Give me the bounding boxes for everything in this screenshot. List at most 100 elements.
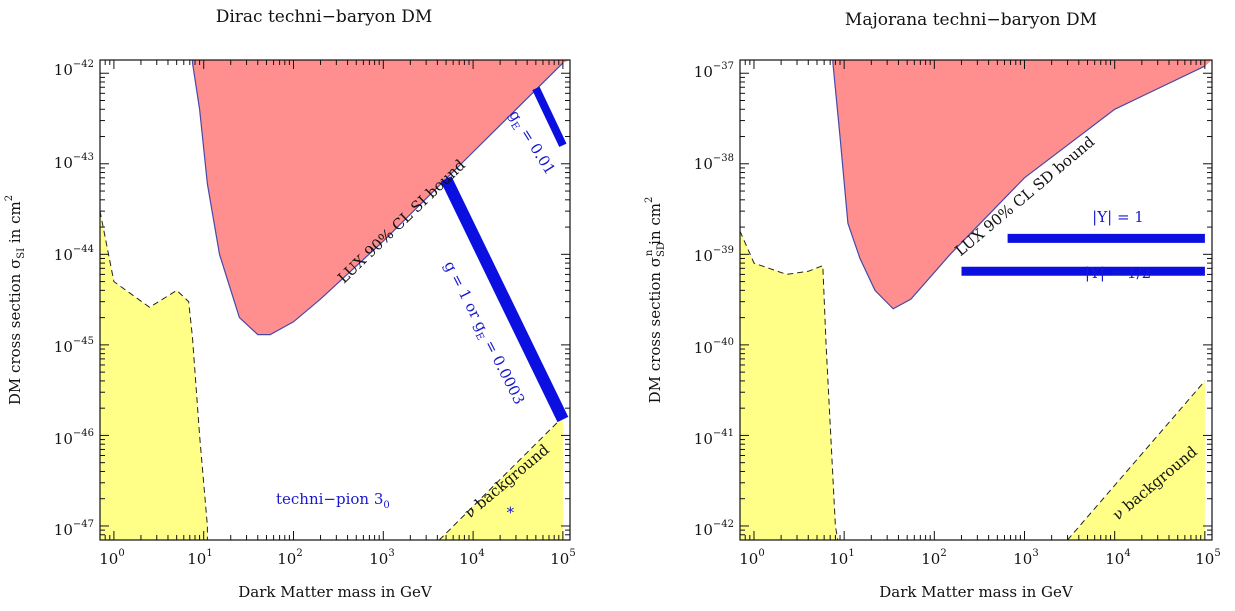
x-tick-label: 103: [1013, 548, 1038, 568]
series-line-label-main: |Y| = 1: [1092, 208, 1144, 226]
region-dashed-edge: [1067, 380, 1206, 540]
x-tick-base: 10: [459, 550, 478, 568]
y-tick-label: 10−44: [54, 244, 94, 264]
y-tick-base: 10: [694, 430, 713, 448]
x-tick-label: 103: [369, 548, 394, 568]
x-tick-exp: 3: [388, 548, 394, 559]
y-axis-label: DM cross section σSI in cm2: [4, 195, 27, 405]
y-tick-base: 10: [54, 154, 73, 172]
y-tick-exp: −42: [713, 519, 734, 530]
y-tick-base: 10: [694, 521, 713, 539]
x-tick-base: 10: [829, 550, 848, 568]
x-tick-exp: 1: [206, 548, 212, 559]
x-tick-label: 102: [277, 548, 302, 568]
panel-2: 100 101 102 103 104 10510−3710−3810−3910−4010…: [644, 10, 1221, 601]
series-line-label-main: |Y| = 1/2: [1085, 264, 1151, 282]
y-tick-exp: −37: [713, 61, 734, 72]
panel-1: 100 101 102 103 104 10510−4210−4310−4410−4510…: [4, 7, 576, 601]
region-lux-bound: [192, 60, 570, 335]
y-axis-label-suffix: in cm: [646, 203, 664, 250]
y-axis-label-main: DM cross section σ: [646, 257, 664, 403]
x-tick-label: 105: [550, 548, 575, 568]
region-dashed-edge: [100, 211, 208, 540]
x-tick-base: 10: [1105, 550, 1124, 568]
x-tick-label: 101: [829, 548, 854, 568]
region-lux-bound: [832, 60, 1212, 309]
x-tick-label: 101: [187, 548, 212, 568]
region-low-mass-exclusion: [740, 231, 838, 540]
y-tick-label: 10−42: [54, 59, 94, 79]
x-axis-label: Dark Matter mass in GeV: [879, 583, 1074, 601]
region-dashed-edge: [740, 230, 839, 540]
series-line-2: [532, 86, 567, 148]
region-low-mass-exclusion: [100, 211, 208, 540]
y-tick-label: 10−39: [694, 245, 734, 265]
x-tick-label: 102: [921, 548, 946, 568]
marker-label-sub: 0: [383, 500, 389, 511]
x-tick-base: 10: [550, 550, 569, 568]
marker-label: techni−pion 30: [276, 490, 390, 511]
y-tick-exp: −39: [713, 245, 734, 256]
x-tick-exp: 1: [848, 548, 854, 559]
x-tick-exp: 0: [118, 548, 124, 559]
lux-bound-edge: [832, 60, 1206, 310]
x-tick-exp: 4: [478, 548, 484, 559]
x-tick-label: 100: [739, 548, 764, 568]
lux-bound-edge: [191, 60, 564, 336]
y-tick-base: 10: [54, 430, 73, 448]
y-tick-base: 10: [54, 521, 73, 539]
x-tick-base: 10: [187, 550, 206, 568]
x-tick-exp: 3: [1032, 548, 1038, 559]
y-axis-label-suffix: in cm: [6, 201, 24, 248]
y-tick-label: 10−40: [694, 337, 734, 357]
y-tick-exp: −42: [73, 59, 94, 70]
y-axis-label-exp: 2: [4, 195, 15, 201]
x-tick-base: 10: [1013, 550, 1032, 568]
y-axis-label-sub: SI: [16, 248, 27, 259]
series-line-1: [440, 176, 569, 423]
x-tick-label: 100: [99, 548, 124, 568]
y-tick-exp: −45: [73, 336, 94, 347]
y-tick-base: 10: [54, 246, 73, 264]
y-tick-base: 10: [54, 61, 73, 79]
x-tick-base: 10: [277, 550, 296, 568]
y-tick-exp: −46: [73, 428, 94, 439]
y-tick-label: 10−43: [54, 152, 94, 172]
x-tick-base: 10: [99, 550, 118, 568]
plot-frame: [739, 59, 1213, 541]
y-tick-label: 10−46: [54, 428, 94, 448]
y-tick-exp: −47: [73, 519, 94, 530]
region-neutrino-background: [1067, 380, 1205, 540]
x-tick-label: 104: [1105, 548, 1130, 568]
x-tick-base: 10: [1195, 550, 1214, 568]
series-line-label-sub: E: [473, 331, 486, 343]
marker-symbol: *: [507, 503, 515, 521]
y-tick-label: 10−37: [694, 61, 734, 81]
y-axis-label: DM cross section σSDn in cm2: [644, 197, 667, 404]
x-tick-label: 105: [1195, 548, 1220, 568]
y-tick-label: 10−38: [694, 153, 734, 173]
marker-label-main: techni−pion 3: [276, 490, 383, 508]
y-axis-label-supn: n: [644, 249, 655, 256]
y-tick-label: 10−41: [694, 428, 734, 448]
y-axis-label-exp: 2: [644, 197, 655, 203]
y-tick-label: 10−42: [694, 519, 734, 539]
y-tick-base: 10: [54, 338, 73, 356]
y-tick-exp: −43: [73, 152, 94, 163]
y-tick-label: 10−47: [54, 519, 94, 539]
x-tick-base: 10: [369, 550, 388, 568]
chart-title: Majorana techni−baryon DM: [845, 10, 1097, 30]
y-tick-label: 10−45: [54, 336, 94, 356]
y-tick-base: 10: [694, 339, 713, 357]
y-tick-exp: −41: [713, 428, 734, 439]
plot-frame: [99, 59, 571, 541]
y-tick-base: 10: [694, 63, 713, 81]
y-tick-exp: −40: [713, 337, 734, 348]
y-axis-label-sub: SD: [656, 242, 667, 257]
y-axis-label-main: DM cross section σ: [6, 259, 24, 405]
x-tick-exp: 2: [296, 548, 302, 559]
region-dashed-edge: [438, 416, 564, 540]
x-tick-exp: 5: [1214, 548, 1220, 559]
chart-title: Dirac techni−baryon DM: [216, 7, 433, 27]
